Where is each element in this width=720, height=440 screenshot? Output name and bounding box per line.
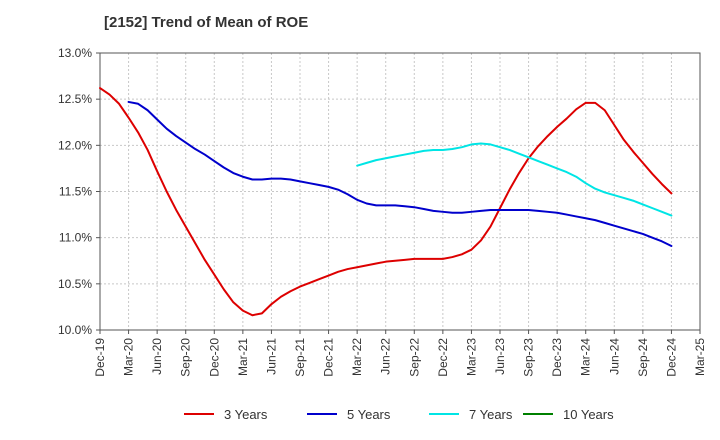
series-line-7-years	[356, 142, 673, 217]
legend-item: 3 Years	[184, 407, 268, 422]
legend-label: 3 Years	[224, 407, 268, 422]
y-tick-label: 11.0%	[59, 231, 92, 245]
y-tick-label: 12.0%	[58, 138, 92, 152]
legend-item: 7 Years	[429, 407, 513, 422]
x-tick-label: Dec-19	[93, 338, 107, 377]
x-tick-label: Mar-23	[464, 338, 478, 376]
x-tick-label: Mar-21	[236, 338, 250, 376]
y-tick-label: 10.0%	[58, 323, 92, 337]
x-tick-label: Sep-21	[293, 338, 307, 377]
x-tick-label: Dec-20	[207, 338, 221, 377]
legend-label: 10 Years	[563, 407, 614, 422]
y-tick-label: 13.0%	[58, 46, 92, 60]
x-tick-label: Dec-21	[322, 338, 336, 377]
legend-item: 10 Years	[523, 407, 614, 422]
x-tick-label: Jun-20	[150, 338, 164, 375]
x-tick-label: Jun-24	[607, 338, 621, 375]
x-tick-label: Jun-23	[493, 338, 507, 375]
y-tick-label: 12.5%	[58, 92, 92, 106]
x-tick-label: Mar-25	[693, 338, 707, 376]
legend-label: 5 Years	[347, 407, 391, 422]
y-tick-label: 11.5%	[59, 185, 92, 199]
chart-title: [2152] Trend of Mean of ROE	[104, 14, 309, 31]
x-tick-label: Mar-22	[350, 338, 364, 376]
x-tick-label: Dec-22	[436, 338, 450, 377]
series-line-5-years	[127, 100, 673, 247]
x-tick-label: Mar-24	[579, 338, 593, 376]
x-tick-label: Sep-20	[179, 338, 193, 377]
x-tick-label: Sep-24	[636, 338, 650, 377]
x-tick-label: Dec-23	[550, 338, 564, 377]
x-tick-label: Dec-24	[664, 338, 678, 377]
x-tick-label: Sep-22	[407, 338, 421, 377]
y-tick-label: 10.5%	[58, 277, 92, 291]
x-tick-label: Jun-22	[379, 338, 393, 375]
series-line-3-years	[99, 87, 673, 317]
plot-frame	[99, 52, 701, 331]
x-tick-label: Jun-21	[264, 338, 278, 375]
x-tick-label: Mar-20	[122, 338, 136, 376]
x-tick-label: Sep-23	[522, 338, 536, 377]
legend-label: 7 Years	[469, 407, 513, 422]
legend-item: 5 Years	[307, 407, 391, 422]
